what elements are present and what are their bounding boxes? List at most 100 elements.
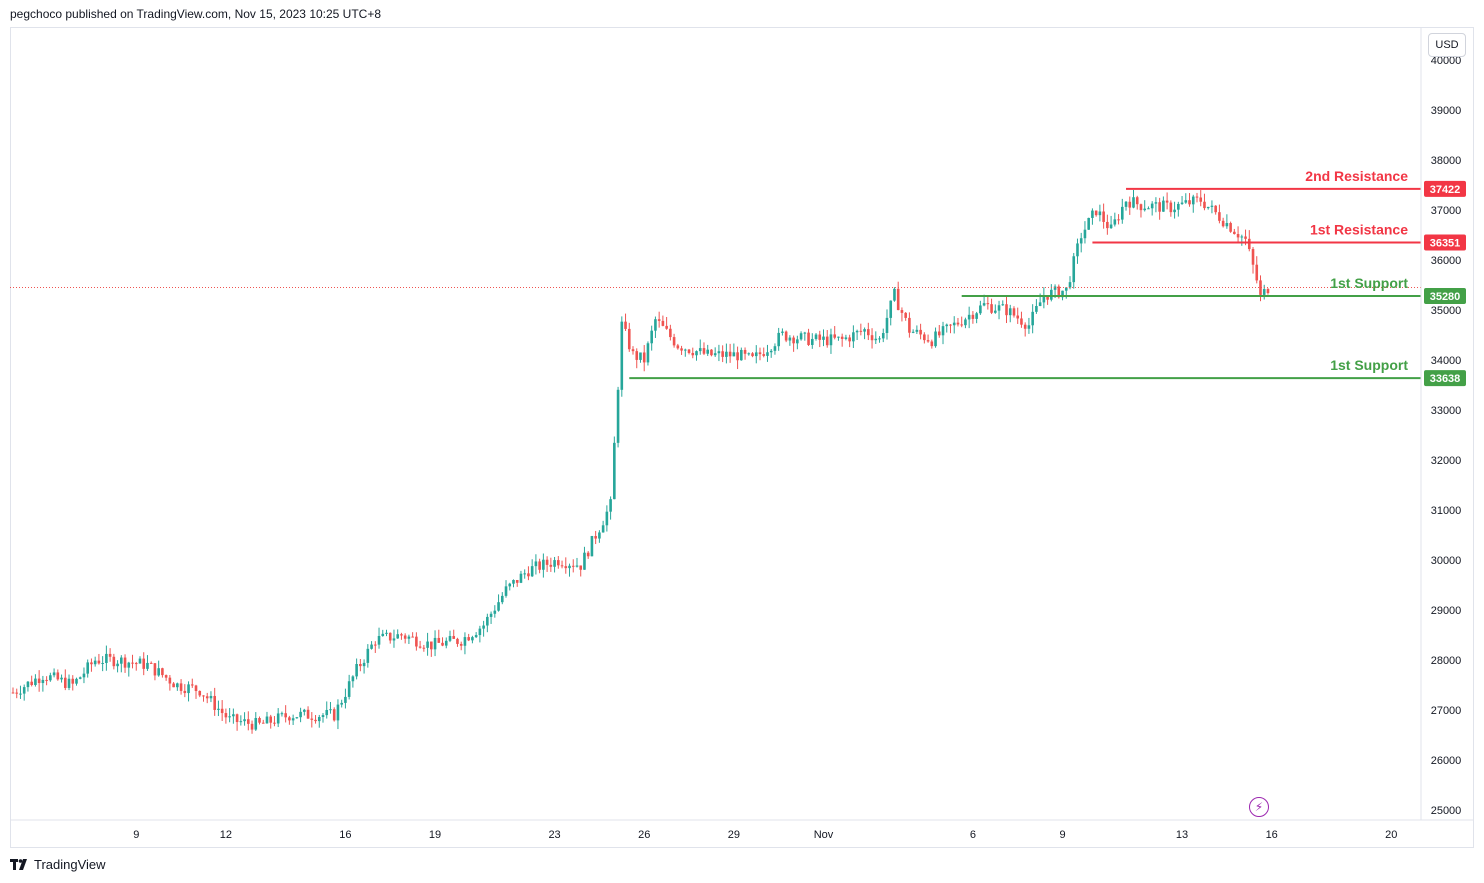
candle-body <box>347 681 351 697</box>
candle-body <box>1150 203 1154 209</box>
candle-body <box>172 683 175 688</box>
candle-body <box>784 331 788 341</box>
price-tick-label: 33000 <box>1431 405 1462 417</box>
candle-body <box>754 352 758 357</box>
candle-body <box>766 352 769 356</box>
candle-body <box>303 709 306 712</box>
level-label: 1st Resistance <box>1310 221 1408 237</box>
candle-body <box>560 565 564 567</box>
level-price-tag <box>1424 180 1466 197</box>
candle-body <box>26 681 30 688</box>
candle-body <box>355 663 358 677</box>
candle-body <box>1124 201 1128 207</box>
level-price-label: 36351 <box>1430 237 1461 249</box>
candle-body <box>261 722 265 724</box>
candle-body <box>1020 318 1023 325</box>
candle-body <box>459 643 463 646</box>
candle-body <box>295 717 299 719</box>
candle-body <box>1094 210 1098 216</box>
price-tick-label: 25000 <box>1431 805 1462 817</box>
candle-body <box>71 678 75 684</box>
candle-body <box>60 677 63 680</box>
lightning-icon[interactable]: ⚡ <box>1249 797 1269 817</box>
candle-body <box>624 321 627 329</box>
candle-body <box>433 637 437 650</box>
candle-body <box>923 334 926 341</box>
candle-body <box>418 646 422 648</box>
candle-body <box>799 333 803 340</box>
candle-body <box>78 677 82 679</box>
candle-body <box>706 349 710 354</box>
candle-body <box>837 336 840 338</box>
candle-body <box>967 314 971 320</box>
candle-body <box>1072 256 1076 283</box>
candle-body <box>1091 210 1094 218</box>
time-tick-label: Nov <box>814 829 834 841</box>
candle-body <box>568 565 571 569</box>
candle-body <box>979 305 982 314</box>
price-tick-label: 40000 <box>1431 55 1462 67</box>
level-price-label: 33638 <box>1430 373 1461 385</box>
candle-body <box>120 657 123 664</box>
candle-body <box>220 708 224 714</box>
candle-body <box>75 678 78 684</box>
candle-body <box>579 565 583 570</box>
time-tick-label: 16 <box>339 829 351 841</box>
candle-body <box>30 681 33 686</box>
candle-body <box>373 644 377 646</box>
currency-button[interactable]: USD <box>1428 33 1466 57</box>
level-price-label: 35280 <box>1430 291 1461 303</box>
candle-body <box>1158 202 1161 212</box>
candle-body <box>1113 219 1117 225</box>
candle-body <box>1135 197 1139 205</box>
candle-body <box>400 634 403 636</box>
candle-body <box>840 336 844 339</box>
candle-body <box>497 602 500 611</box>
candle-body <box>825 336 829 346</box>
candles-layer <box>11 190 1270 734</box>
candle-body <box>601 525 605 533</box>
candle-body <box>990 304 993 313</box>
price-tick-label: 31000 <box>1431 505 1462 517</box>
candle-body <box>1102 211 1105 222</box>
candle-body <box>265 716 269 724</box>
candle-body <box>736 352 739 361</box>
candle-body <box>385 632 388 634</box>
candle-body <box>179 683 183 691</box>
candle-body <box>1005 304 1008 316</box>
candle-body <box>422 647 426 649</box>
candle-body <box>93 660 97 665</box>
candle-body <box>138 658 142 664</box>
candle-body <box>213 695 216 710</box>
candle-body <box>542 559 545 570</box>
price-tick-label: 39000 <box>1431 105 1462 117</box>
candle-body <box>325 709 329 716</box>
candle-body <box>90 662 93 665</box>
candle-body <box>250 723 254 730</box>
candle-body <box>1053 286 1057 290</box>
candle-body <box>1061 290 1064 298</box>
candle-body <box>164 675 168 678</box>
candle-body <box>49 675 52 681</box>
candle-body <box>190 684 194 686</box>
candle-body <box>258 717 261 723</box>
candle-body <box>960 324 963 326</box>
candle-body <box>874 338 878 341</box>
candle-body <box>273 722 276 724</box>
candle-body <box>56 672 60 680</box>
candle-body <box>392 638 396 641</box>
candle-body <box>146 662 149 669</box>
level-label: 1st Support <box>1330 275 1408 291</box>
candle-body <box>930 341 934 347</box>
candle-body <box>900 310 904 313</box>
publish-info: pegchoco published on TradingView.com, N… <box>10 7 382 21</box>
candle-body <box>814 334 818 339</box>
candle-body <box>205 696 209 699</box>
candle-body <box>859 330 863 332</box>
candle-body <box>586 552 590 557</box>
candle-body <box>867 329 870 336</box>
candle-body <box>1079 238 1083 244</box>
candle-body <box>1188 200 1191 205</box>
candle-body <box>1165 200 1169 203</box>
